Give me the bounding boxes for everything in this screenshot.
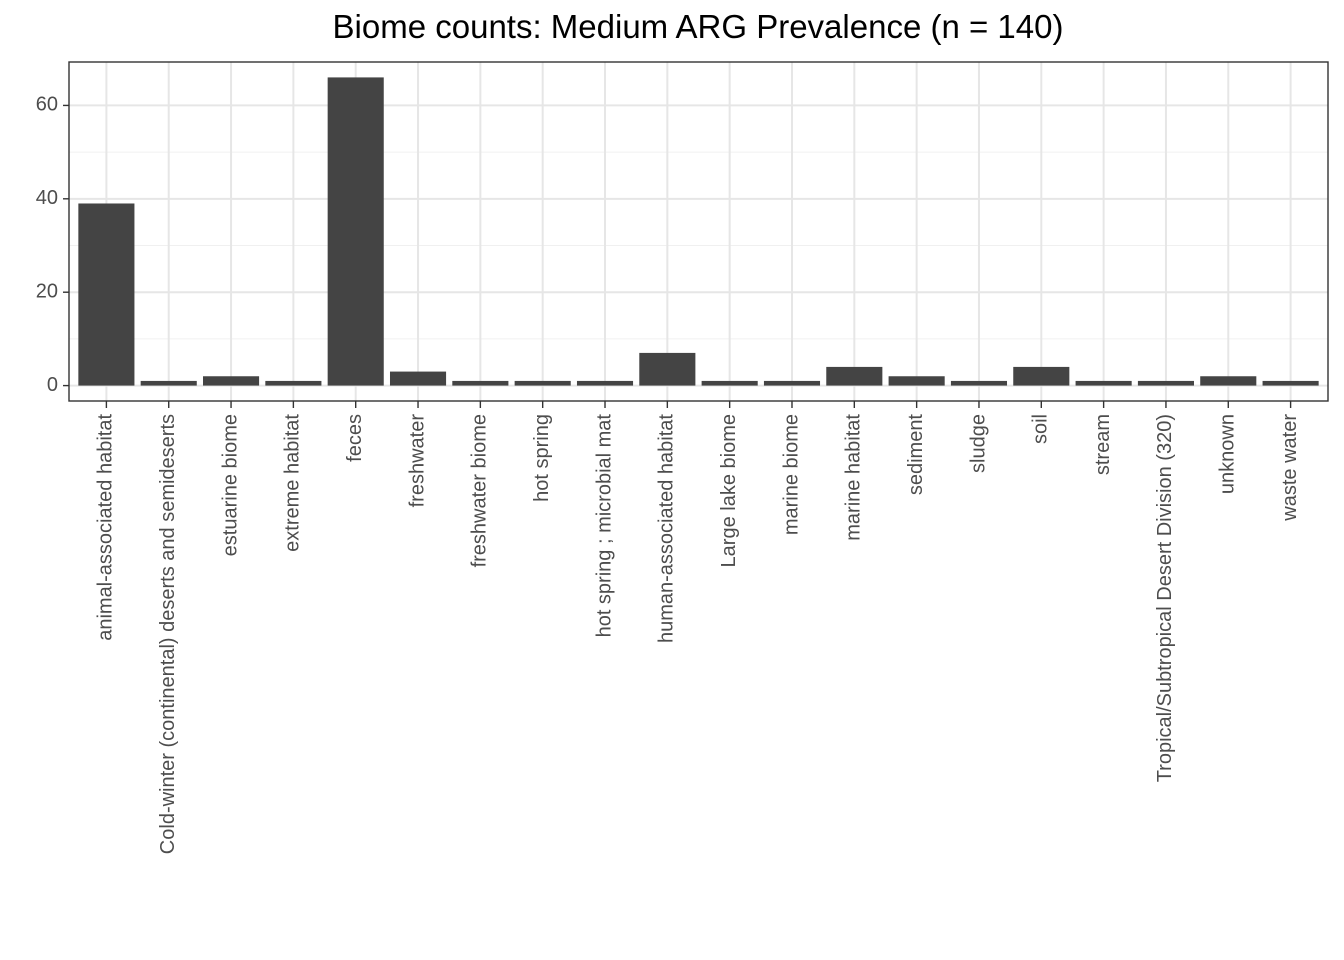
y-axis: 0 20 40 60 (36, 94, 69, 396)
bar-estuarine-biome (203, 376, 260, 386)
bar-soil (1013, 366, 1070, 386)
x-tick-label: hot spring ; microbial mat (593, 414, 615, 638)
bars (78, 77, 1319, 386)
x-tick-label: freshwater (406, 414, 428, 508)
bar-unknown (1200, 376, 1257, 386)
x-tick-label: feces (344, 414, 366, 462)
y-tick-label: 0 (47, 374, 58, 396)
x-tick-label: hot spring (531, 414, 553, 502)
grid-lines (69, 62, 1328, 401)
bar-marine-habitat (826, 366, 883, 386)
bar-marine-biome (763, 380, 821, 386)
bar-tropical-subtropical-desert-division-320 (1137, 380, 1194, 386)
bar-stream (1075, 380, 1132, 386)
x-tick-label: animal-associated habitat (95, 414, 117, 641)
bar-freshwater (389, 371, 447, 386)
bar-waste-water (1262, 380, 1319, 386)
bar-human-associated-habitat (639, 352, 696, 386)
x-axis: animal-associated habitat Cold-winter (co… (95, 401, 1301, 854)
x-tick-label: stream (1092, 414, 1114, 475)
x-tick-label: waste water (1279, 414, 1301, 522)
plot-panel-border (68, 61, 1329, 402)
chart-title: Biome counts: Medium ARG Prevalence (n =… (332, 8, 1064, 45)
y-tick-label: 20 (36, 280, 58, 302)
x-tick-label: freshwater biome (469, 414, 491, 567)
y-tick-label: 40 (36, 187, 58, 209)
bar-sludge (950, 380, 1008, 386)
bar-cold-winter-continental-deserts-and-semideserts (140, 380, 197, 386)
bar-hot-spring (514, 380, 571, 386)
x-tick-label: marine biome (780, 414, 802, 535)
bar-large-lake-biome (701, 380, 758, 386)
x-tick-label: Tropical/Subtropical Desert Division (32… (1154, 414, 1176, 782)
x-tick-label: unknown (1217, 414, 1239, 494)
x-tick-label: extreme habitat (282, 414, 304, 552)
y-tick-label: 60 (36, 94, 58, 116)
bar-sediment (888, 376, 945, 386)
x-tick-label: estuarine biome (219, 414, 241, 556)
bar-animal-associated-habitat (78, 203, 135, 386)
x-tick-label: human-associated habitat (656, 414, 678, 643)
x-tick-label: Cold-winter (continental) deserts and se… (157, 414, 179, 854)
bar-freshwater-biome (452, 380, 509, 386)
bar-hot-spring-microbial-mat (576, 380, 634, 386)
x-tick-label: soil (1030, 414, 1052, 444)
x-tick-label: marine habitat (843, 414, 865, 541)
x-tick-label: sediment (905, 414, 927, 496)
x-tick-label: Large lake biome (718, 414, 740, 567)
bar-feces (327, 77, 384, 386)
x-tick-label: sludge (967, 414, 989, 473)
plot-panel-background (69, 62, 1328, 401)
bar-extreme-habitat (265, 380, 322, 386)
